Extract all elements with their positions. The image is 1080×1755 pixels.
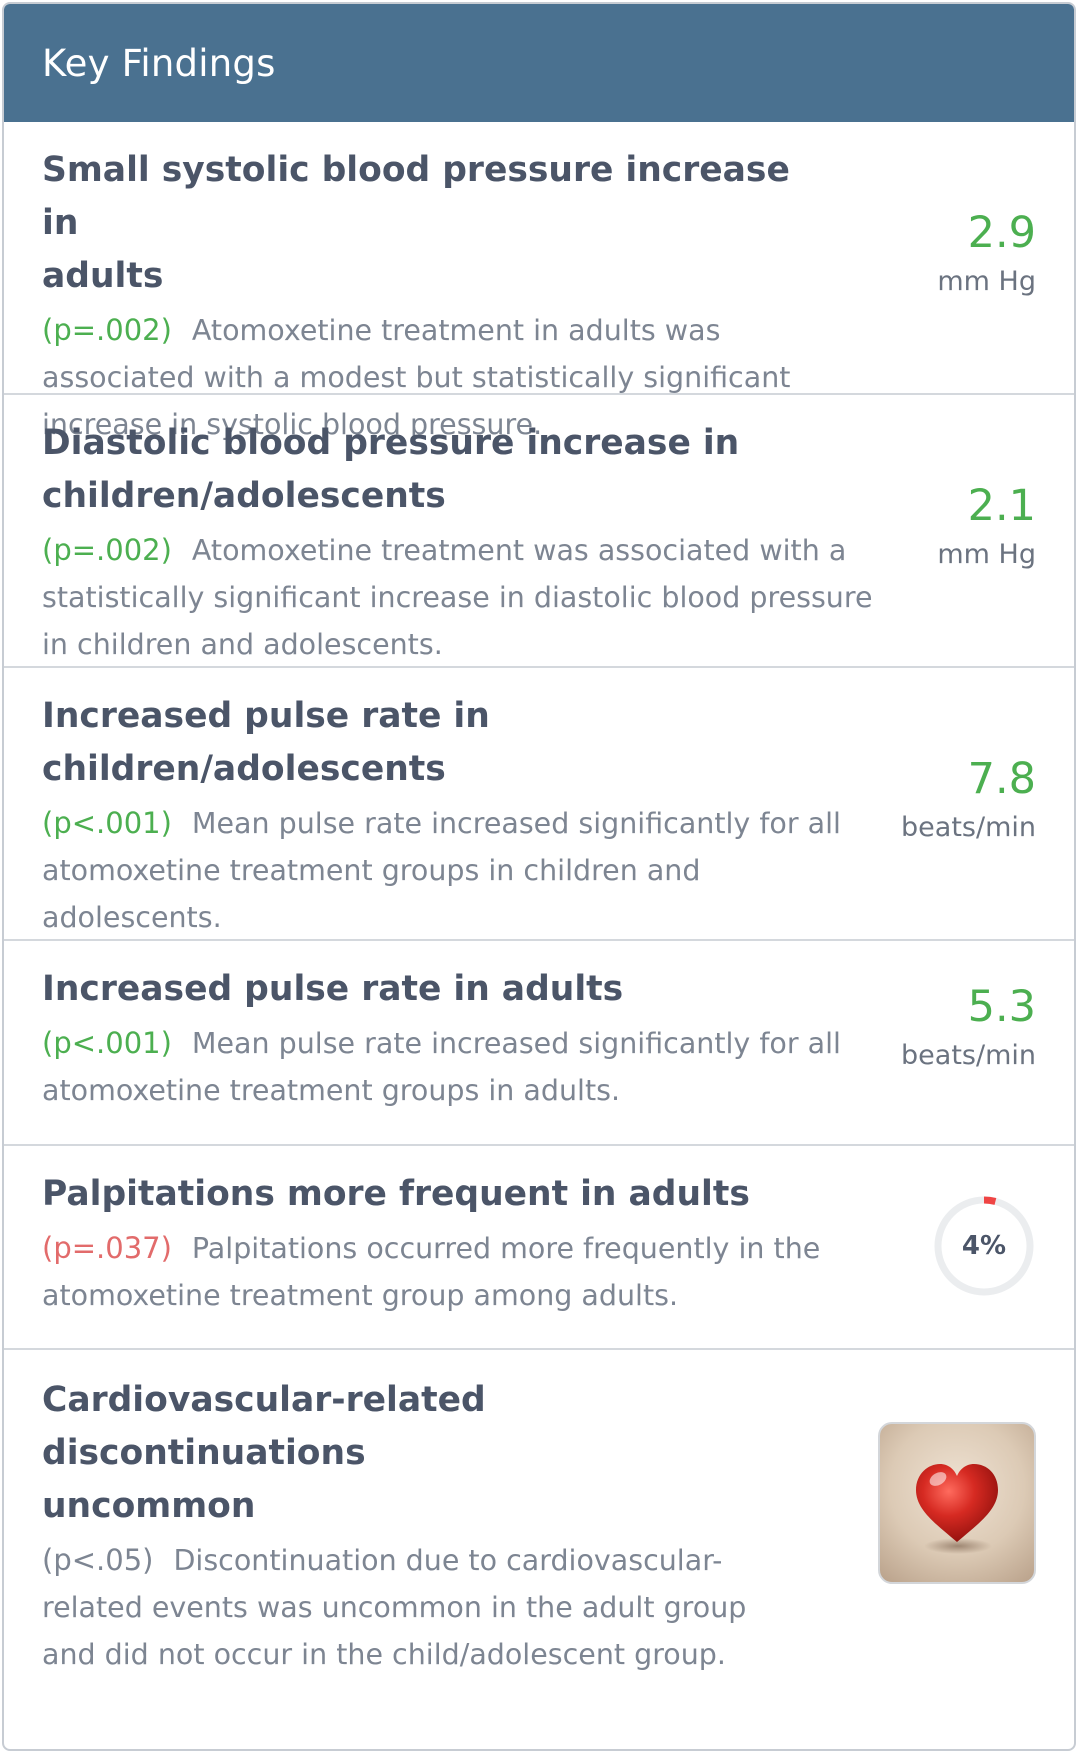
finding-text: Increased pulse rate in adults (p<.001) M… xyxy=(42,963,862,1114)
p-value: (p=.002) xyxy=(42,313,172,347)
p-value: (p<.05) xyxy=(42,1543,154,1577)
finding-cardiovascular-discontinuations: Cardiovascular-related discontinuations … xyxy=(4,1350,1074,1671)
finding-description-text: Atomoxetine treatment in adults was asso… xyxy=(42,314,791,441)
ring-label: 4% xyxy=(961,1231,1007,1261)
finding-title-line: Increased pulse rate in xyxy=(42,696,490,736)
ring-fill xyxy=(934,1196,1034,1296)
percentage-ring: 4% xyxy=(932,1194,1036,1298)
finding-metric: 2.9 mm Hg xyxy=(937,207,1036,305)
metric-unit: mm Hg xyxy=(937,539,1036,570)
finding-text: Increased pulse rate in children/adolesc… xyxy=(42,690,862,941)
finding-description: (p=.037) Palpitations occurred more frequ… xyxy=(42,1225,902,1319)
finding-description: (p<.001) Mean pulse rate increased signif… xyxy=(42,1020,862,1114)
finding-title: Increased pulse rate in children/adolesc… xyxy=(42,690,862,796)
finding-description-text: Mean pulse rate increased significantly … xyxy=(42,1027,841,1107)
finding-diastolic-children: Diastolic blood pressure increase in chi… xyxy=(4,395,1074,668)
finding-description: (p=.002) Atomoxetine treatment was associ… xyxy=(42,527,892,668)
panel-title: Key Findings xyxy=(42,41,276,85)
finding-title-line: Small systolic blood pressure increase i… xyxy=(42,150,790,243)
finding-pulse-children: Increased pulse rate in children/adolesc… xyxy=(4,668,1074,941)
finding-title: Cardiovascular-related discontinuations … xyxy=(42,1374,802,1533)
metric-value: 5.3 xyxy=(967,982,1036,1032)
finding-title: Small systolic blood pressure increase i… xyxy=(42,144,802,303)
finding-title-line: Cardiovascular-related discontinuations xyxy=(42,1380,486,1473)
finding-pulse-adults: Increased pulse rate in adults (p<.001) M… xyxy=(4,941,1074,1146)
ring-chart xyxy=(934,1196,1034,1296)
finding-description-text: Palpitations occurred more frequently in… xyxy=(42,1232,821,1312)
finding-systolic-adults: Small systolic blood pressure increase i… xyxy=(4,122,1074,441)
finding-title: Diastolic blood pressure increase in chi… xyxy=(42,417,892,523)
finding-palpitations-adults: Palpitations more frequent in adults (p=… xyxy=(4,1146,1074,1350)
metric-value: 2.1 xyxy=(967,481,1036,531)
finding-description: (p<.001) Mean pulse rate increased signif… xyxy=(42,800,862,941)
finding-description-text: Atomoxetine treatment was associated wit… xyxy=(42,534,873,661)
finding-description: (p=.002) Atomoxetine treatment in adults … xyxy=(42,307,802,448)
finding-title: Increased pulse rate in adults xyxy=(42,969,624,1009)
finding-description: (p<.05) Discontinuation due to cardiovasc… xyxy=(42,1537,802,1678)
metric-value: 2.9 xyxy=(967,208,1036,258)
heart-icon xyxy=(916,1464,998,1554)
finding-title-line: children/adolescents xyxy=(42,749,446,789)
finding-metric: 5.3 beats/min xyxy=(901,981,1036,1079)
metric-value: 7.8 xyxy=(967,754,1036,804)
p-value: (p=.002) xyxy=(42,533,172,567)
finding-description-text: Discontinuation due to cardiovascular-re… xyxy=(42,1544,747,1671)
p-value: (p=.037) xyxy=(42,1231,172,1265)
metric-unit: beats/min xyxy=(901,812,1036,843)
finding-text: Small systolic blood pressure increase i… xyxy=(42,144,802,448)
finding-text: Cardiovascular-related discontinuations … xyxy=(42,1374,802,1678)
p-value: (p<.001) xyxy=(42,1026,172,1060)
metric-unit: mm Hg xyxy=(937,266,1036,297)
finding-text: Palpitations more frequent in adults (p=… xyxy=(42,1168,902,1319)
finding-title-line: Diastolic blood pressure increase in xyxy=(42,423,740,463)
finding-title-line: children/adolescents xyxy=(42,476,446,516)
finding-metric: 2.1 mm Hg xyxy=(937,480,1036,578)
finding-text: Diastolic blood pressure increase in chi… xyxy=(42,417,892,668)
finding-description-text: Mean pulse rate increased significantly … xyxy=(42,807,841,934)
finding-title-line: uncommon xyxy=(42,1486,256,1526)
panel-header: Key Findings xyxy=(4,4,1074,122)
finding-title-line: adults xyxy=(42,256,164,296)
finding-title: Palpitations more frequent in adults xyxy=(42,1174,750,1214)
heart-image xyxy=(878,1422,1036,1584)
p-value: (p<.001) xyxy=(42,806,172,840)
finding-metric: 7.8 beats/min xyxy=(901,753,1036,851)
metric-unit: beats/min xyxy=(901,1040,1036,1071)
